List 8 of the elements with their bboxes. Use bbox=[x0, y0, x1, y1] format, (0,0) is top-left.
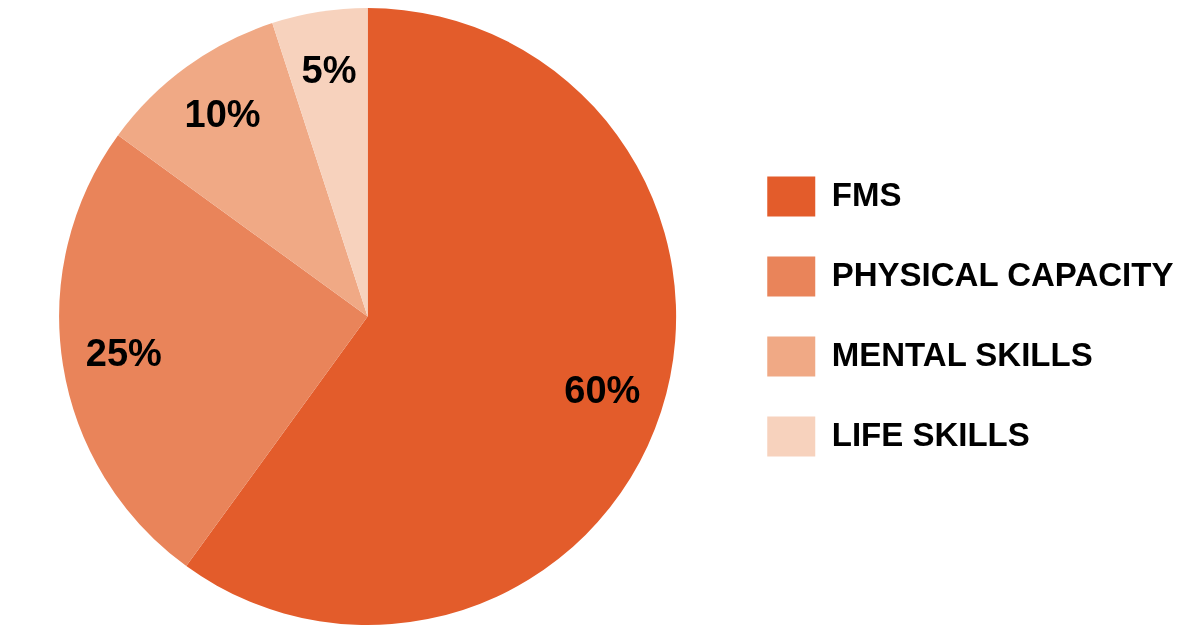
data-label: 5% bbox=[301, 49, 357, 92]
legend-label: FMS bbox=[831, 175, 902, 213]
data-label: 10% bbox=[184, 93, 261, 136]
legend-label: LIFE SKILLS bbox=[831, 415, 1030, 453]
legend-label: PHYSICAL CAPACITY bbox=[831, 255, 1174, 293]
data-label: 60% bbox=[564, 369, 641, 412]
legend-label: MENTAL SKILLS bbox=[831, 335, 1093, 373]
data-label: 25% bbox=[85, 331, 162, 374]
